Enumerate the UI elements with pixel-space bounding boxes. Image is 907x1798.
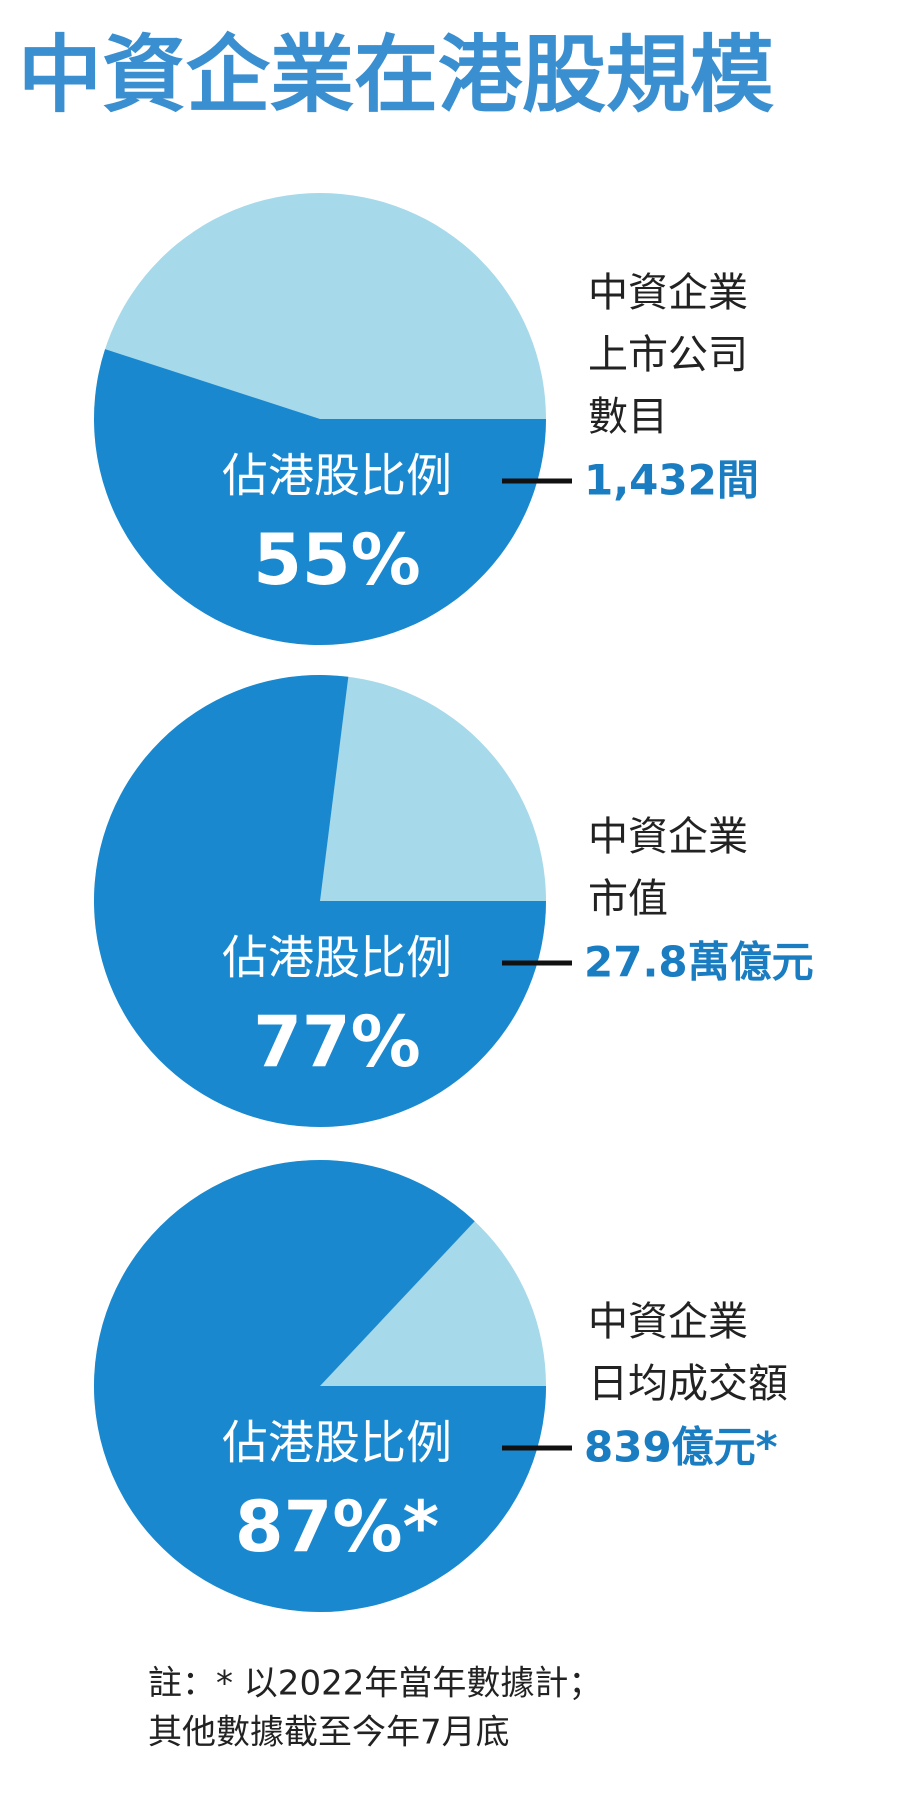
annotation-text: 數目: [588, 394, 668, 440]
annotation-text: 中資企業: [588, 1299, 748, 1345]
annotation-value: 1,432間: [584, 456, 759, 505]
annotation-text: 中資企業: [588, 814, 748, 860]
slice-label: 佔港股比例: [222, 931, 452, 985]
pie-slice: [93, 349, 547, 646]
annotation-value: 27.8萬億元: [584, 938, 814, 987]
annotation-text: 上市公司: [588, 332, 748, 378]
annotation-value: 839億元*: [584, 1423, 778, 1472]
slice-value: 77%: [253, 1001, 421, 1083]
pie-slice: [93, 675, 546, 1128]
annotation-text: 中資企業: [588, 270, 748, 316]
page-title: 中資企業在港股規模: [18, 25, 774, 124]
slice-label: 佔港股比例: [222, 1416, 452, 1470]
pie-slice: [93, 1160, 547, 1612]
slice-value: 87%*: [235, 1486, 439, 1568]
footnote: 註：* 以2022年當年數據計；: [148, 1664, 602, 1704]
annotation-text: 市值: [588, 876, 668, 922]
slice-label: 佔港股比例: [222, 449, 452, 503]
annotation-text: 日均成交額: [588, 1361, 788, 1407]
footnote: 其他數據截至今年7月底: [148, 1713, 510, 1753]
slice-value: 55%: [253, 519, 421, 601]
